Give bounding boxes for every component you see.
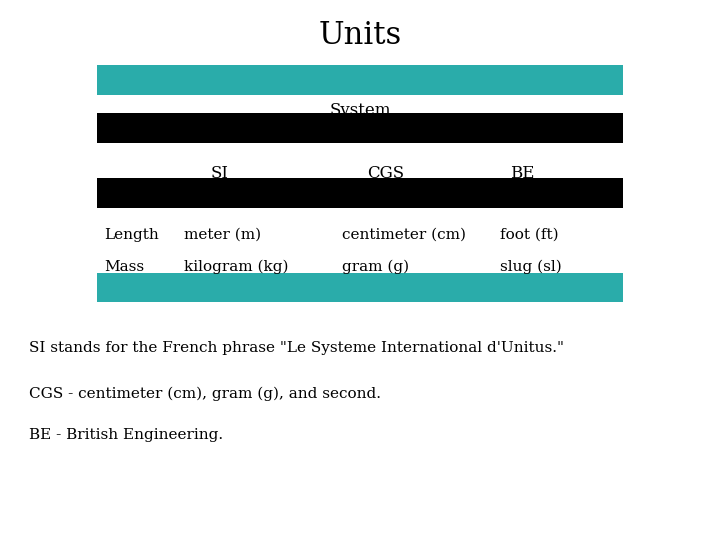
Text: BE - British Engineering.: BE - British Engineering. (29, 428, 223, 442)
Text: Length: Length (104, 228, 159, 242)
Text: SI stands for the French phrase "Le Systeme International d'Unitus.": SI stands for the French phrase "Le Syst… (29, 341, 564, 355)
Text: BE: BE (510, 165, 534, 183)
Bar (97, 113, 623, 143)
Text: CGS: CGS (366, 165, 404, 183)
Text: slug (sl): slug (sl) (500, 260, 562, 274)
Bar (97, 178, 623, 208)
Text: Units: Units (318, 19, 402, 51)
Text: System: System (329, 102, 391, 119)
Text: centimeter (cm): centimeter (cm) (342, 228, 466, 242)
Text: Mass: Mass (104, 260, 145, 274)
Text: CGS - centimeter (cm), gram (g), and second.: CGS - centimeter (cm), gram (g), and sec… (29, 387, 381, 401)
Text: foot (ft): foot (ft) (500, 228, 559, 242)
Bar (97, 65, 623, 94)
Bar (97, 273, 623, 302)
Text: kilogram (kg): kilogram (kg) (184, 260, 288, 274)
Text: meter (m): meter (m) (184, 228, 261, 242)
Text: gram (g): gram (g) (342, 260, 409, 274)
Text: SI: SI (210, 165, 229, 183)
